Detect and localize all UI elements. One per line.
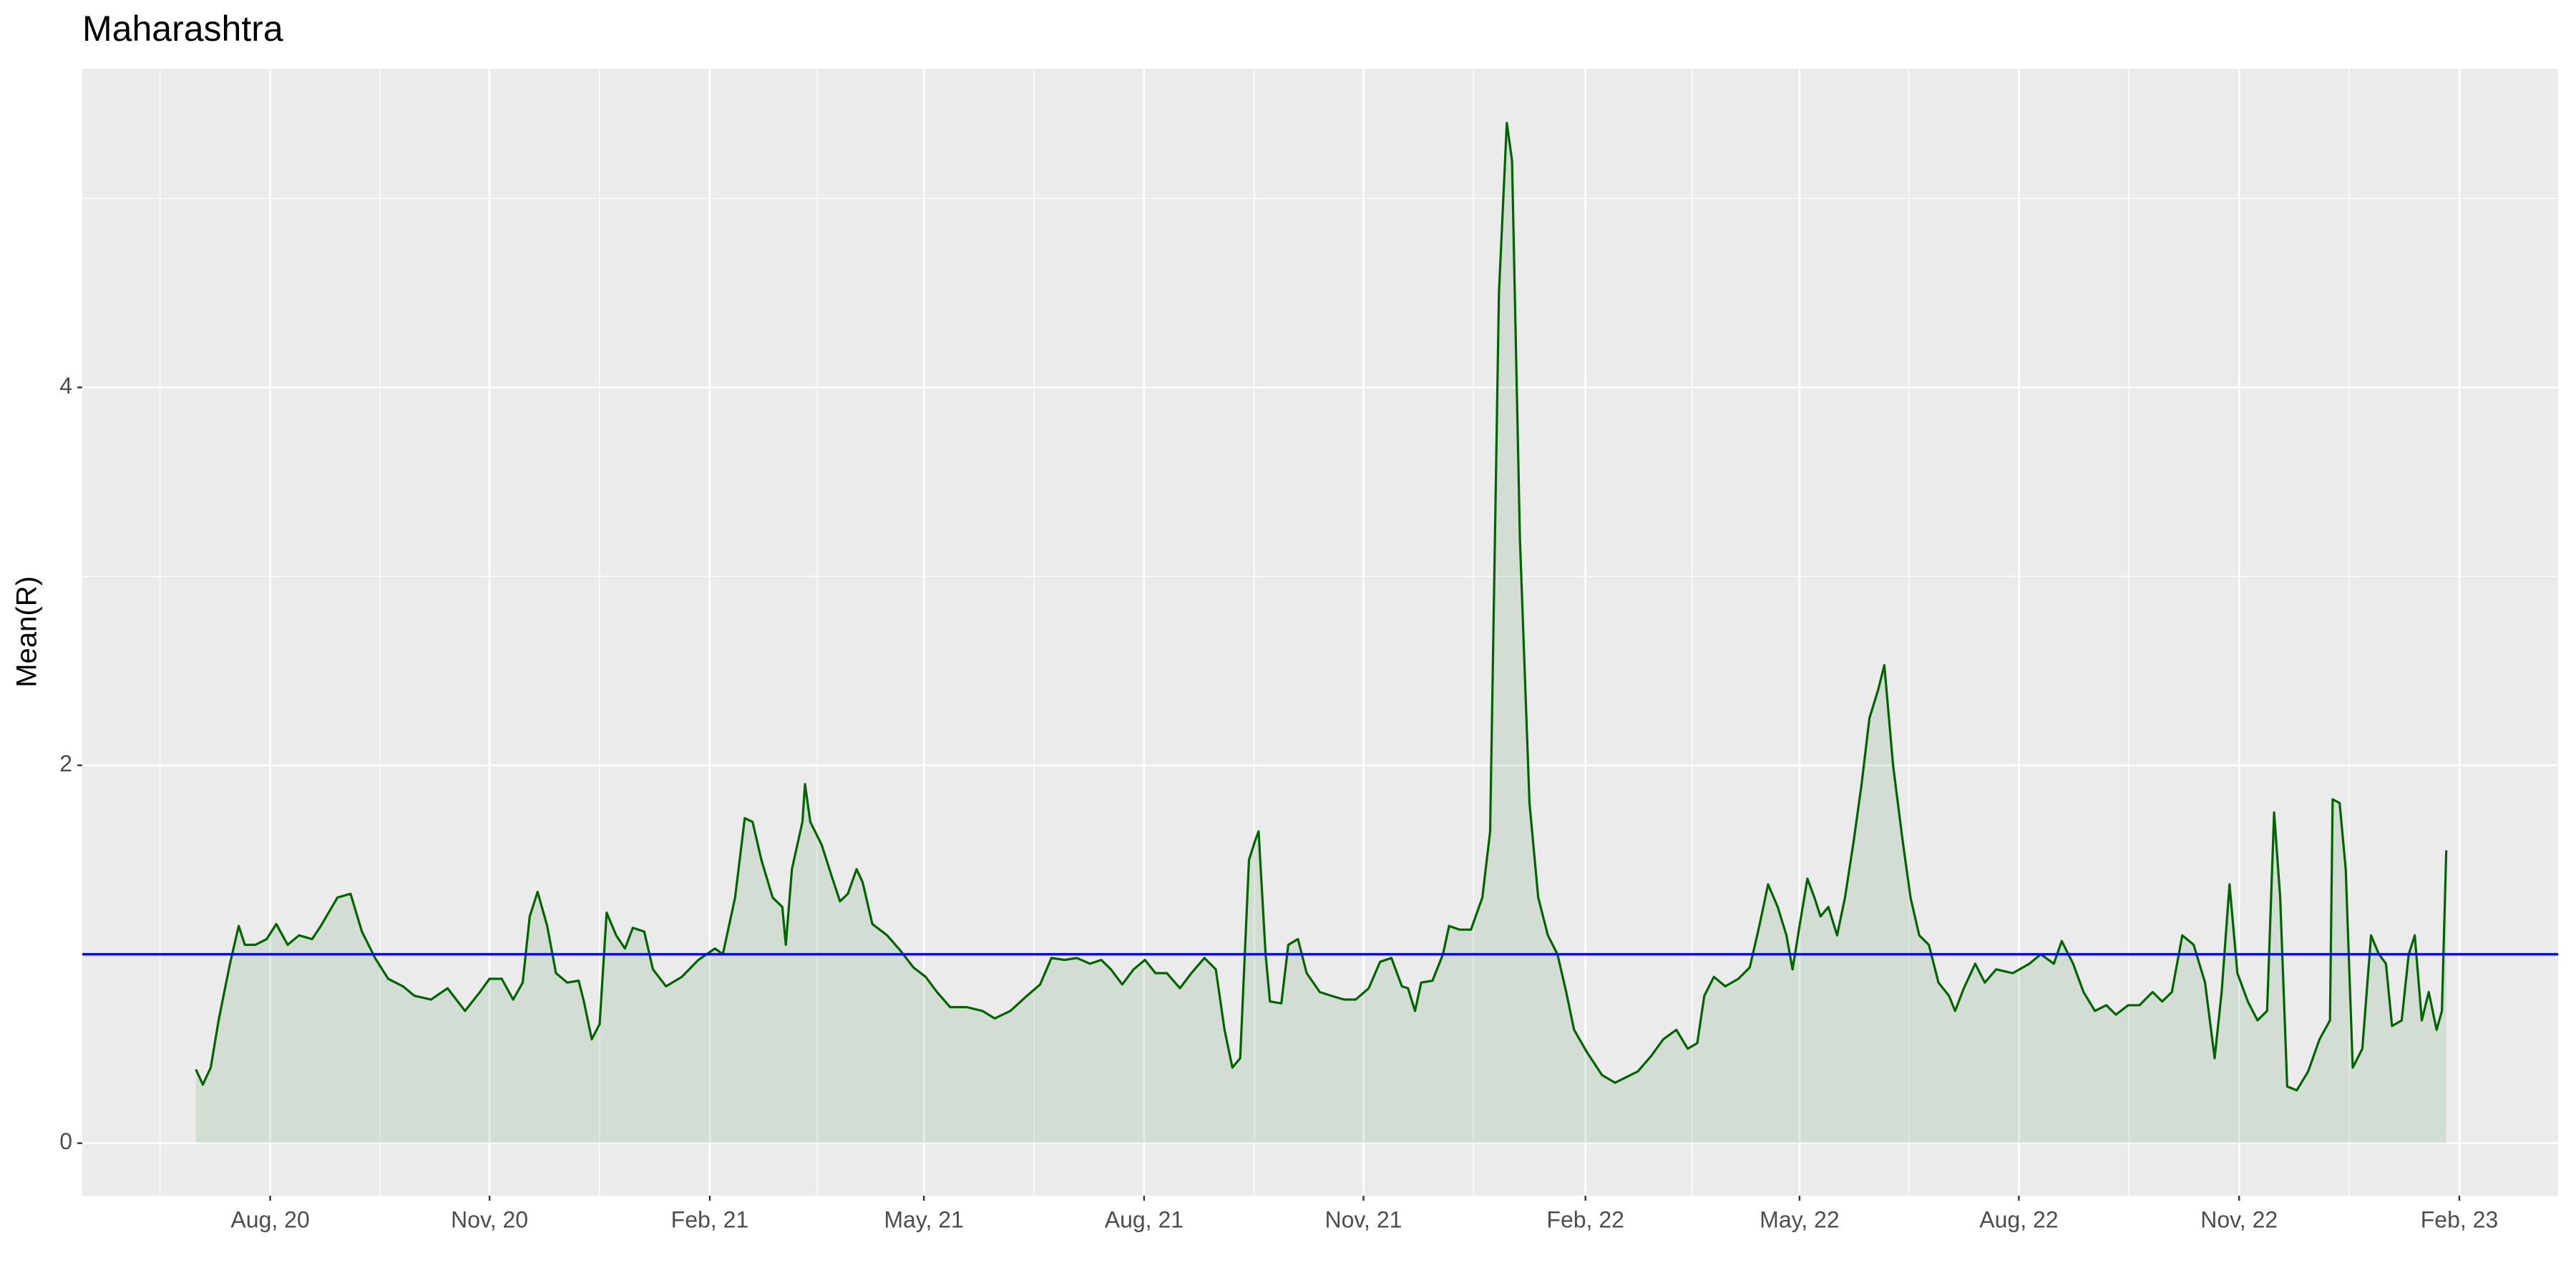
x-tick-label: Aug, 22 <box>1979 1206 2058 1232</box>
area-fill <box>195 122 2446 1143</box>
y-tick-label: 2 <box>59 751 72 776</box>
x-tick-label: Nov, 20 <box>451 1206 528 1232</box>
x-tick-label: Aug, 21 <box>1105 1206 1184 1232</box>
x-tick-label: May, 22 <box>1760 1206 1839 1232</box>
x-tick-label: Aug, 20 <box>230 1206 309 1232</box>
x-tick-label: Nov, 21 <box>1325 1206 1402 1232</box>
y-axis-label: Mean(R) <box>11 576 43 688</box>
line <box>195 122 2448 1092</box>
x-tick-label: Feb, 22 <box>1546 1206 1624 1232</box>
panel <box>82 69 2558 1196</box>
x-tick-label: Feb, 21 <box>671 1206 749 1232</box>
x-tick-label: Feb, 23 <box>2421 1206 2499 1232</box>
chart-title: Maharashtra <box>82 9 283 49</box>
y-tick-label: 0 <box>59 1128 72 1154</box>
x-tick-label: May, 21 <box>884 1206 963 1232</box>
y-tick-label: 4 <box>59 373 72 399</box>
x-tick-label: Nov, 22 <box>2200 1206 2278 1232</box>
